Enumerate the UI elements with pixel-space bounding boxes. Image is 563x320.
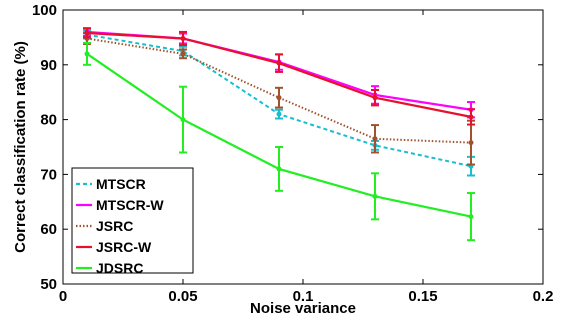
data-point bbox=[468, 114, 474, 120]
x-tick-label: 0.15 bbox=[408, 288, 437, 305]
data-point bbox=[276, 166, 282, 172]
legend-label: MTSCR bbox=[96, 176, 146, 192]
legend-item: JDSRC bbox=[76, 260, 143, 276]
y-axis-label: Correct classification rate (%) bbox=[12, 41, 29, 253]
series-layer bbox=[83, 27, 475, 242]
data-point bbox=[276, 60, 282, 66]
y-tick-label: 80 bbox=[40, 112, 57, 129]
x-axis: 0 0.05 0.1 0.15 0.2 bbox=[59, 10, 554, 305]
data-point bbox=[180, 117, 186, 123]
data-point bbox=[468, 140, 474, 146]
x-tick-label: 0 bbox=[59, 288, 67, 305]
data-point bbox=[180, 51, 186, 57]
y-tick-label: 70 bbox=[40, 166, 57, 183]
x-tick-label: 0.1 bbox=[293, 288, 314, 305]
legend-item: MTSCR-W bbox=[76, 197, 164, 213]
data-point bbox=[84, 30, 90, 36]
data-point bbox=[468, 214, 474, 220]
series-jdsrc bbox=[83, 41, 475, 242]
y-tick-label: 60 bbox=[40, 221, 57, 238]
legend-label: JDSRC bbox=[96, 260, 143, 276]
data-point bbox=[372, 193, 378, 199]
x-axis-label: Noise variance bbox=[250, 300, 356, 317]
y-tick-label: 90 bbox=[40, 57, 57, 74]
data-point bbox=[276, 95, 282, 101]
legend-label: JSRC-W bbox=[96, 239, 152, 255]
legend-item: JSRC-W bbox=[76, 239, 152, 255]
legend-label: MTSCR-W bbox=[96, 197, 164, 213]
series-jsrc-w bbox=[83, 27, 475, 126]
y-axis: 50 60 70 80 90 100 bbox=[32, 2, 543, 293]
data-point bbox=[276, 111, 282, 117]
data-point bbox=[372, 95, 378, 101]
data-point bbox=[84, 51, 90, 57]
legend-item: MTSCR bbox=[76, 176, 146, 192]
data-point bbox=[372, 136, 378, 142]
x-tick-label: 0.05 bbox=[168, 288, 197, 305]
data-point bbox=[180, 35, 186, 41]
legend-item: JSRC bbox=[76, 218, 133, 234]
y-tick-label: 50 bbox=[40, 276, 57, 293]
y-tick-label: 100 bbox=[32, 2, 57, 19]
legend-label: JSRC bbox=[96, 218, 133, 234]
x-tick-label: 0.2 bbox=[533, 288, 554, 305]
legend-box bbox=[71, 167, 194, 274]
legend: MTSCR MTSCR-W JSRC JSRC-W JDSRC bbox=[71, 167, 194, 276]
